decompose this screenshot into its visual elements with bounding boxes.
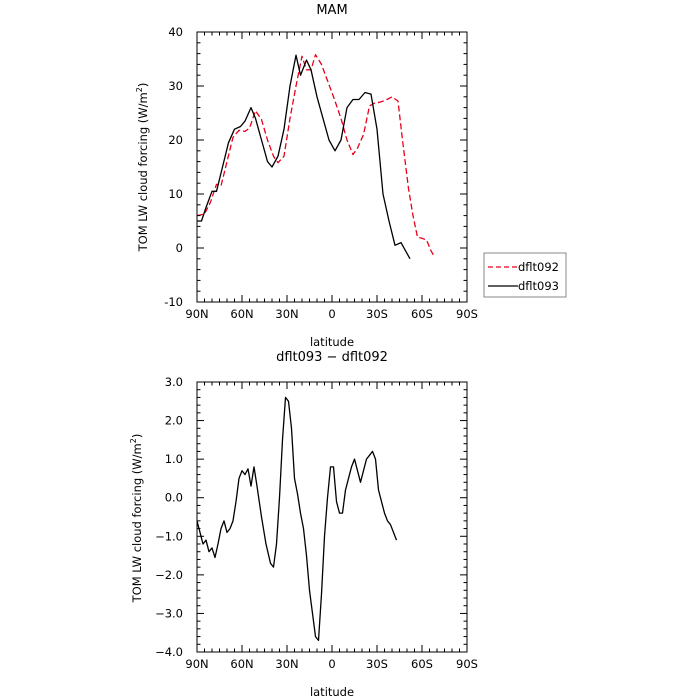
chart-bottom-ylabel: TOM LW cloud forcing (W/m2) (129, 434, 144, 604)
x-tick-label: 90N (185, 657, 208, 671)
chart-bottom-ylabel-close: ) (130, 434, 144, 439)
y-tick-label: -10 (164, 295, 183, 309)
chart-bottom-title: dflt093 − dflt092 (276, 350, 388, 365)
chart-top-title: MAM (316, 3, 347, 18)
chart-top-ylabel-main: TOM LW cloud forcing (W/m (136, 92, 150, 252)
x-tick-label: 30S (366, 307, 388, 321)
series-line-difference (196, 396, 398, 642)
chart-bottom-xlabel: latitude (310, 685, 354, 699)
y-tick-label: 40 (168, 25, 183, 39)
y-tick-label: −4.0 (155, 645, 183, 659)
y-tick-label: −3.0 (155, 606, 183, 620)
chart-bottom-ylabel-main: TOM LW cloud forcing (W/m (130, 443, 144, 603)
x-tick-label: 30N (275, 657, 298, 671)
y-tick-label: 3.0 (165, 375, 183, 389)
x-tick-label: 30N (275, 307, 298, 321)
chart-top-frame (196, 31, 468, 303)
legend-label-dflt093: dflt093 (518, 279, 559, 293)
y-tick-label: −1.0 (155, 529, 183, 543)
x-tick-label: 30S (366, 657, 388, 671)
x-tick-label: 90N (185, 307, 208, 321)
chart-top-plot-area: 90N 60N 30N 0 30S 60S 90S -10 0 10 20 30 40 (164, 25, 478, 321)
x-tick-label: 60S (411, 307, 433, 321)
legend-box (483, 252, 567, 298)
chart-top-ylabel: TOM LW cloud forcing (W/m2) (135, 83, 150, 253)
y-tick-label: 0 (176, 241, 183, 255)
chart-top-ylabel-sup: 2 (135, 87, 144, 92)
chart-bottom-plot-area: 90N 60N 30N 0 30S 60S 90S −4.0 −3.0 −2.0 −1.0 0.0 1.… (155, 375, 478, 671)
y-tick-label: 2.0 (165, 414, 183, 428)
legend: dflt092 dflt093 (483, 252, 567, 298)
x-tick-label: 90S (456, 657, 478, 671)
y-tick-label: 20 (168, 133, 183, 147)
legend-label-dflt092: dflt092 (518, 260, 559, 274)
chart-top-ylabel-close: ) (136, 83, 150, 88)
x-tick-label: 0 (328, 657, 335, 671)
chart-bottom-frame (196, 381, 468, 653)
chart-top-xlabel: latitude (310, 335, 354, 349)
y-tick-label: 30 (168, 79, 183, 93)
series-line-dflt093 (197, 54, 411, 260)
y-tick-label: −2.0 (155, 568, 183, 582)
x-tick-label: 60N (230, 657, 253, 671)
y-tick-label: 10 (168, 187, 183, 201)
y-tick-label: 0.0 (165, 491, 183, 505)
x-tick-label: 90S (456, 307, 478, 321)
x-tick-label: 0 (328, 307, 335, 321)
y-tick-label: 1.0 (165, 452, 183, 466)
chart-top: MAM 90N 60N 30N 0 30S 60S 90S -10 0 10 20 30 40 lati… (135, 3, 567, 349)
x-tick-label: 60N (230, 307, 253, 321)
chart-bottom-ylabel-sup: 2 (129, 438, 138, 443)
chart-bottom: dflt093 − dflt092 90N 60N 30N 0 30S 60S 90S −4.… (129, 350, 478, 699)
x-tick-label: 60S (411, 657, 433, 671)
series-line-dflt092 (196, 54, 435, 257)
